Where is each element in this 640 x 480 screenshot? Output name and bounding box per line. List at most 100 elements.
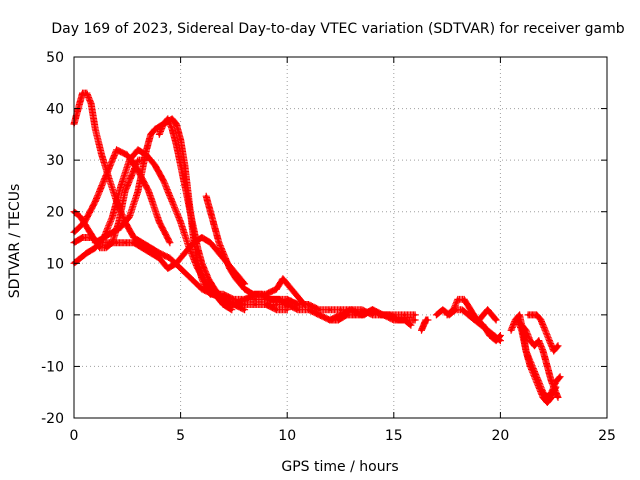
data-point (473, 318, 477, 322)
y-tick-label: 20 (46, 205, 64, 221)
data-point (208, 292, 212, 296)
y-tick-label: 40 (46, 102, 64, 118)
data-point (136, 189, 140, 193)
data-point (125, 153, 129, 157)
data-point (149, 246, 153, 250)
data-point (486, 328, 490, 332)
data-point (285, 308, 289, 312)
data-point (213, 287, 217, 291)
data-point (166, 266, 170, 270)
data-point (179, 138, 183, 142)
data-point (85, 91, 89, 95)
series-track-13 (418, 316, 432, 334)
x-tick-label: 15 (385, 428, 403, 444)
data-point (168, 256, 172, 260)
data-point (456, 297, 460, 301)
data-point (317, 308, 321, 312)
data-point (402, 313, 406, 317)
data-point (537, 385, 541, 389)
data-point (196, 261, 200, 265)
data-point (524, 349, 528, 353)
data-point (362, 313, 366, 317)
data-point (515, 318, 519, 322)
data-point (166, 117, 170, 121)
data-point (426, 318, 430, 322)
data-point (424, 318, 428, 322)
data-point (460, 308, 464, 312)
data-point (234, 277, 238, 281)
data-point (117, 220, 121, 224)
series-track-12 (326, 306, 419, 324)
data-point (528, 364, 532, 368)
y-tick-label: -20 (41, 411, 64, 427)
data-point (547, 339, 551, 343)
data-point (552, 349, 556, 353)
data-point (157, 256, 161, 260)
data-point (486, 308, 490, 312)
data-point (110, 215, 114, 219)
data-point (462, 297, 466, 301)
data-point (492, 333, 496, 337)
data-point (405, 318, 409, 322)
data-point (81, 236, 85, 239)
data-point (200, 261, 204, 265)
data-point (349, 308, 353, 312)
data-point (162, 179, 166, 183)
data-point (208, 241, 212, 245)
data-point (328, 318, 332, 322)
data-point (78, 256, 82, 260)
data-point (123, 241, 127, 245)
data-point (409, 323, 413, 327)
data-point (132, 241, 136, 245)
data-point (147, 189, 151, 193)
data-point (537, 339, 541, 343)
data-point (110, 230, 114, 234)
x-tick-label: 0 (70, 428, 79, 444)
data-point (153, 163, 157, 167)
y-tick-label: 10 (46, 256, 64, 272)
data-point (228, 266, 232, 270)
data-point (336, 318, 340, 322)
data-point (379, 313, 383, 317)
data-point (206, 277, 210, 281)
data-point (232, 303, 236, 307)
data-point (275, 303, 279, 307)
chart-title: Day 169 of 2023, Sidereal Day-to-day VTE… (51, 21, 624, 37)
data-point (213, 225, 217, 229)
data-point (127, 215, 131, 219)
data-point (469, 308, 473, 312)
data-point (490, 313, 494, 317)
data-point (85, 251, 89, 255)
data-point (104, 246, 108, 250)
data-point (123, 189, 127, 193)
data-point (208, 210, 212, 214)
data-point (345, 313, 349, 317)
data-point (174, 122, 178, 126)
data-point (183, 163, 187, 167)
data-point (183, 184, 187, 188)
data-point (204, 194, 208, 198)
data-point (541, 349, 545, 353)
axis-ticks: 0 5 10 15 20 25 -20 -10 0 10 20 30 40 50 (41, 50, 616, 444)
data-point (275, 287, 279, 291)
data-point (170, 127, 174, 131)
data-point (275, 308, 279, 312)
data-point (93, 241, 97, 245)
data-point (307, 303, 311, 307)
data-point (296, 308, 300, 312)
data-point (217, 241, 221, 245)
data-point (420, 328, 424, 332)
data-point (554, 380, 558, 384)
data-point (189, 277, 193, 281)
data-point (157, 132, 161, 136)
data-point (533, 344, 537, 348)
x-tick-label: 25 (598, 428, 616, 444)
data-point (179, 266, 183, 270)
data-point (296, 303, 300, 307)
data-point (102, 236, 106, 239)
data-point (543, 328, 547, 332)
data-point (168, 241, 172, 245)
data-point (518, 313, 522, 317)
data-point (479, 323, 483, 327)
data-point (174, 261, 178, 265)
